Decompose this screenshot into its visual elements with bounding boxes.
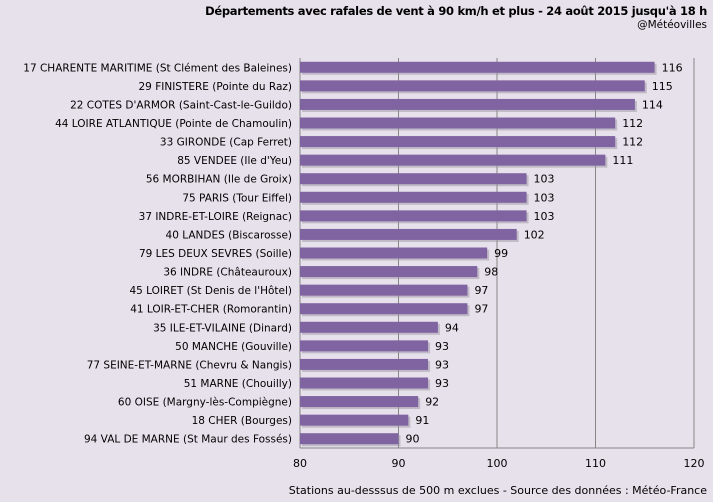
bar [300,266,478,278]
x-tick-label: 120 [684,457,705,470]
category-label: 22 COTES D'ARMOR (Saint-Cast-le-Guildo) [70,99,292,111]
category-label: 40 LANDES (Biscarosse) [166,229,292,241]
category-label: 18 CHER (Bourges) [192,415,292,427]
category-label: 37 INDRE-ET-LOIRE (Reignac) [139,211,292,223]
data-label: 90 [406,433,420,446]
x-tick-label: 110 [585,457,606,470]
bar [300,340,429,352]
data-label: 103 [534,210,555,223]
x-tick-label: 100 [487,457,508,470]
bar [300,191,527,203]
data-label: 93 [435,358,449,371]
data-label: 103 [534,191,555,204]
bar [300,173,527,185]
x-tick-label: 90 [392,457,406,470]
data-label: 99 [494,247,508,260]
data-label: 93 [435,377,449,390]
bar [300,117,616,129]
data-label: 114 [642,98,663,111]
category-label: 33 GIRONDE (Cap Ferret) [160,137,292,149]
category-label: 56 MORBIHAN (Ile de Groix) [146,174,292,186]
category-label: 44 LOIRE ATLANTIQUE (Pointe de Chamoulin… [55,118,292,130]
bar [300,136,616,148]
data-label: 91 [415,414,429,427]
chart-footer: Stations au-desssus de 500 m exclues - S… [288,484,707,497]
category-label: 35 ILE-ET-VILAINE (Dinard) [153,322,292,334]
bar [300,98,635,110]
data-label: 93 [435,340,449,353]
bar [300,61,655,73]
data-label: 97 [474,284,488,297]
x-tick-label: 80 [293,457,307,470]
bar [300,377,429,389]
category-label: 85 VENDEE (Ile d'Yeu) [177,155,292,167]
category-label: 50 MANCHE (Gouville) [175,341,292,353]
data-label: 94 [445,321,459,334]
category-label: 51 MARNE (Chouilly) [184,378,292,390]
bar [300,80,645,92]
bar [300,303,468,315]
data-label: 103 [534,173,555,186]
data-label: 111 [612,154,633,167]
bar [300,358,429,370]
bar [300,321,438,333]
bar [300,247,488,259]
data-label: 92 [425,396,439,409]
category-label: 94 VAL DE MARNE (St Maur des Fossés) [84,434,292,446]
data-label: 116 [662,61,683,74]
chart-credit: @Météovilles [637,19,707,31]
category-label: 41 LOIR-ET-CHER (Romorantin) [130,304,292,316]
bar [300,154,606,166]
category-label: 60 OISE (Margny-lès-Compiègne) [118,397,292,409]
bar [300,210,527,222]
data-label: 112 [622,136,643,149]
bar [300,433,399,445]
chart-title: Départements avec rafales de vent à 90 k… [205,4,707,18]
data-label: 115 [652,80,673,93]
category-label: 17 CHARENTE MARITIME (St Clément des Bal… [23,62,292,74]
bar [300,396,419,408]
category-label: 77 SEINE-ET-MARNE (Chevru & Nangis) [87,359,292,371]
data-label: 112 [622,117,643,130]
data-label: 102 [524,228,545,241]
category-label: 36 INDRE (Châteauroux) [163,267,292,279]
bar [300,284,468,296]
data-label: 98 [484,266,498,279]
category-label: 45 LOIRET (St Denis de l'Hôtel) [129,285,292,297]
category-label: 79 LES DEUX SEVRES (Soille) [139,248,292,260]
data-label: 97 [474,303,488,316]
category-label: 29 FINISTERE (Pointe du Raz) [139,81,293,93]
category-label: 75 PARIS (Tour Eiffel) [182,192,292,204]
bar [300,414,409,426]
bar [300,228,517,240]
